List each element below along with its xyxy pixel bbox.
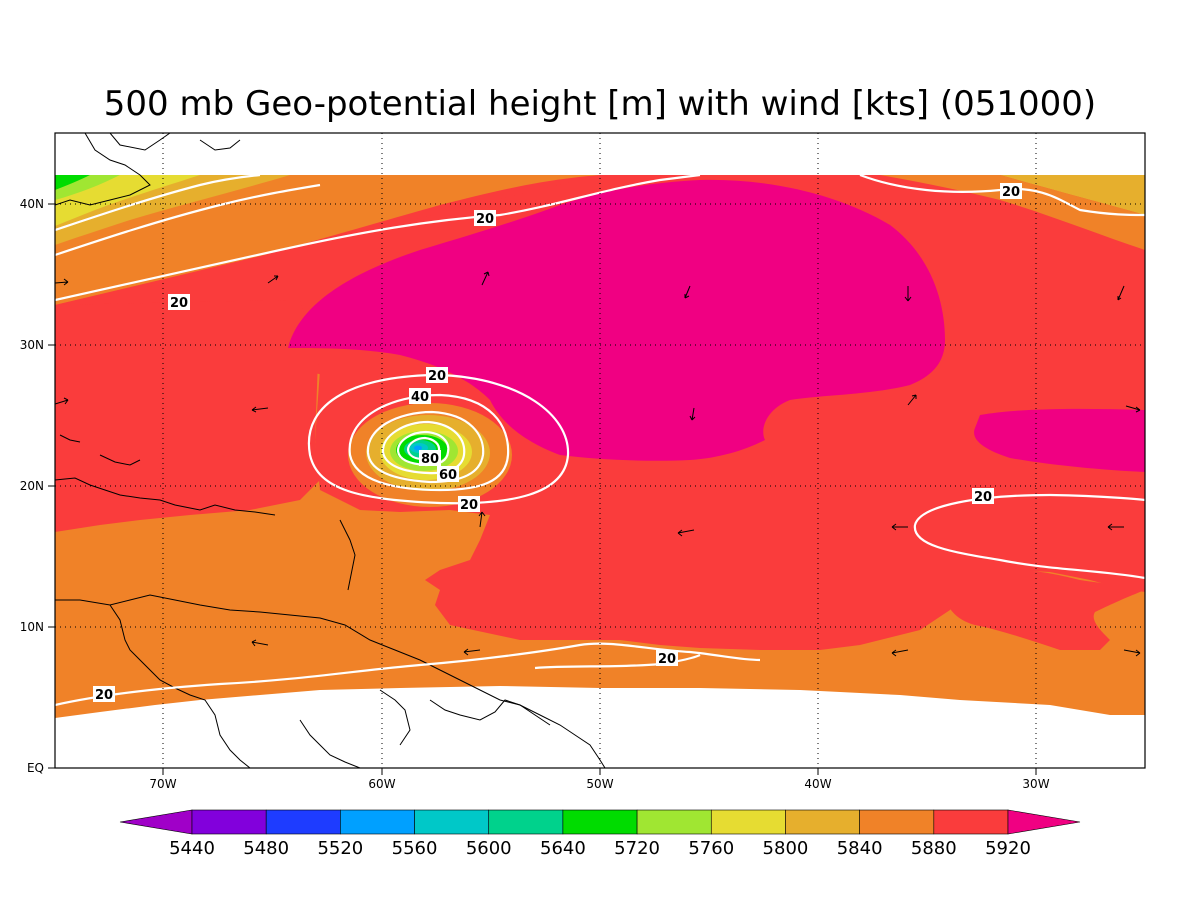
x-tick-label: 50W	[586, 777, 613, 791]
colorbar-label: 5600	[466, 838, 512, 859]
coastlines	[55, 133, 606, 768]
x-tick-label: 70W	[149, 777, 176, 791]
contour-label: 20	[168, 294, 190, 311]
colorbar-label: 5560	[392, 838, 438, 859]
contour-label: 20	[93, 686, 115, 703]
y-tick-label: EQ	[27, 761, 44, 775]
y-tick-label: 20N	[20, 479, 44, 493]
svg-text:20: 20	[460, 498, 478, 513]
contour-label: 60	[437, 466, 459, 483]
colorbar: 5440 5480 5520 5560 5600 5640 5720 5760 5800 5840…	[119, 809, 1081, 859]
height-field-5920-west	[55, 300, 320, 532]
colorbar-segment	[859, 809, 935, 835]
figure-title: 500 mb Geo-potential height [m] with win…	[104, 84, 1096, 124]
colorbar-label: 5640	[540, 838, 586, 859]
colorbar-segment	[933, 809, 1009, 835]
colorbar-segment	[636, 809, 712, 835]
svg-text:20: 20	[476, 212, 494, 227]
colorbar-segment	[265, 809, 341, 835]
colorbar-label: 5840	[837, 838, 883, 859]
svg-text:40: 40	[411, 390, 429, 405]
colorbar-label: 5440	[169, 838, 215, 859]
colorbar-segment	[785, 809, 860, 835]
svg-text:20: 20	[170, 296, 188, 311]
colorbar-label: 5760	[688, 838, 734, 859]
wind-contours	[55, 173, 1145, 707]
x-tick-label: 30W	[1022, 777, 1049, 791]
contour-label: 20	[1000, 183, 1022, 200]
x-tick-label: 60W	[368, 777, 395, 791]
colorbar-label: 5720	[614, 838, 660, 859]
colorbar-label: 5920	[985, 838, 1031, 859]
colorbar-segment	[119, 809, 193, 835]
colorbar-segment	[562, 809, 638, 835]
lat-lon-grid	[55, 133, 1145, 768]
contour-label: 20	[656, 650, 678, 667]
svg-text:20: 20	[658, 652, 676, 667]
colorbar-label: 5880	[911, 838, 957, 859]
y-tick-label: 40N	[20, 197, 44, 211]
colorbar-segment	[710, 809, 786, 835]
contour-labels: 20 20 20 20 40 60 80 20 20 20 20	[93, 183, 1022, 703]
svg-text:20: 20	[95, 688, 113, 703]
height-field-above-5920-east	[974, 408, 1145, 472]
y-tick-label: 10N	[20, 620, 44, 634]
x-axis: 70W 60W 50W 40W 30W	[149, 768, 1050, 791]
colorbar-segment	[191, 809, 267, 835]
x-tick-label: 40W	[804, 777, 831, 791]
svg-text:20: 20	[974, 490, 992, 505]
contour-label: 40	[409, 388, 431, 405]
wind-arrows	[55, 271, 1141, 657]
height-field-5840-ne	[1000, 175, 1145, 215]
y-tick-label: 30N	[20, 338, 44, 352]
colorbar-label: 5800	[763, 838, 809, 859]
contour-label: 20	[972, 488, 994, 505]
colorbar-label: 5480	[243, 838, 289, 859]
contour-label: 20	[426, 367, 448, 384]
y-axis: EQ 10N 20N 30N 40N	[20, 197, 55, 775]
colorbar-segment	[1007, 809, 1081, 835]
colorbar-segment	[414, 809, 490, 835]
colorbar-segment	[488, 809, 564, 835]
svg-text:80: 80	[421, 452, 439, 467]
map-plot-area: 20 20 20 20 40 60 80 20 20 20 20	[55, 133, 1145, 768]
svg-text:60: 60	[439, 468, 457, 483]
height-field-5720	[55, 175, 90, 190]
height-field-above-5920	[288, 179, 945, 461]
colorbar-segment	[340, 809, 415, 835]
contour-label: 20	[474, 210, 496, 227]
svg-text:20: 20	[428, 369, 446, 384]
contour-label: 80	[419, 450, 441, 467]
svg-text:20: 20	[1002, 185, 1020, 200]
contour-label: 20	[458, 496, 480, 513]
colorbar-label: 5520	[317, 838, 363, 859]
